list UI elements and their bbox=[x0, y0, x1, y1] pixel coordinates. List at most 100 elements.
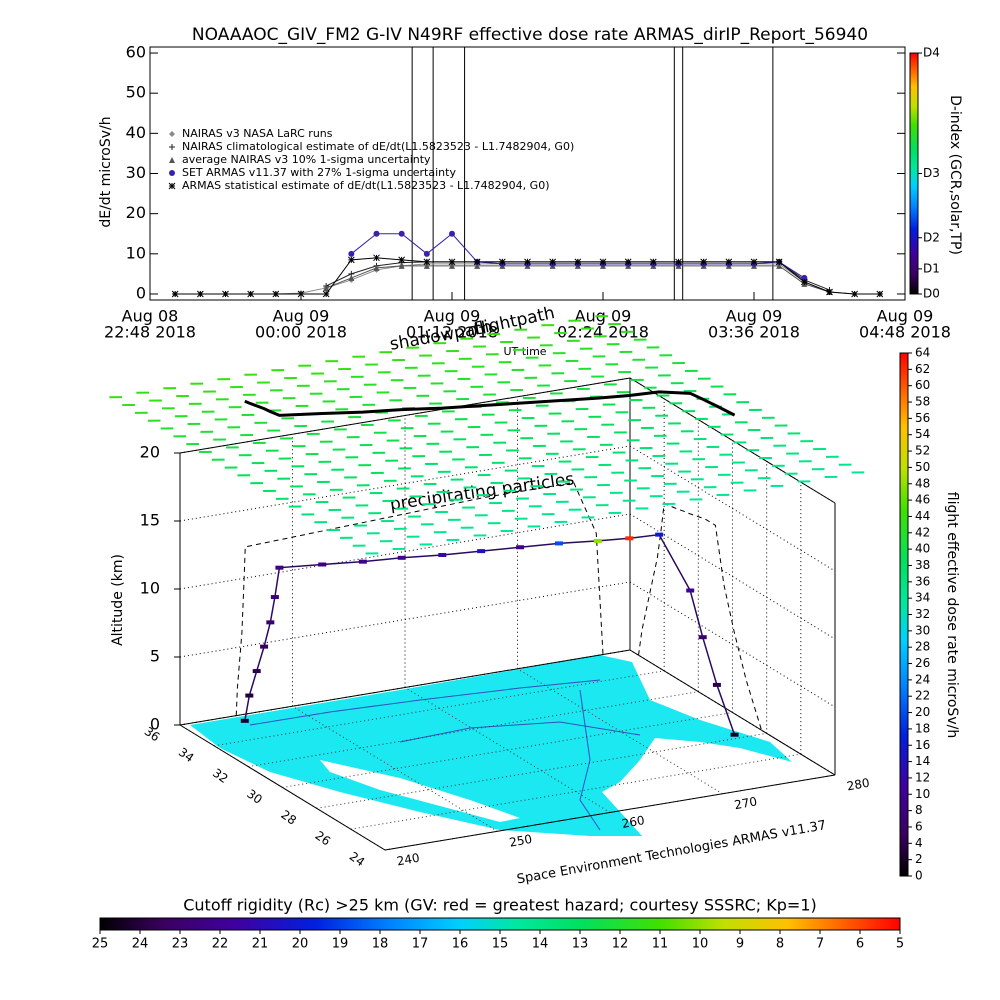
colorbar-tick-label: 4 bbox=[915, 836, 923, 850]
wall-projection bbox=[235, 482, 604, 716]
colorbar-tick-label: 50 bbox=[915, 460, 930, 474]
axis-line bbox=[384, 774, 836, 851]
marker bbox=[449, 262, 455, 269]
x-tick-label: 03:36 2018 bbox=[708, 323, 800, 342]
colorbar-tick-label: 19 bbox=[332, 937, 349, 952]
border bbox=[579, 689, 601, 831]
colorbar-tick-label: 60 bbox=[915, 378, 930, 392]
colorbar-tick-label: 21 bbox=[252, 937, 269, 952]
z-tick-label: 0 bbox=[150, 715, 160, 734]
colorbar-tick-label: 9 bbox=[736, 937, 744, 952]
z-tick-label: 20 bbox=[140, 443, 160, 462]
marker bbox=[549, 258, 557, 266]
axis-line bbox=[179, 649, 631, 726]
grid-line bbox=[214, 670, 665, 747]
marker bbox=[574, 258, 582, 266]
colorbar-tick-label: 14 bbox=[532, 937, 549, 952]
marker bbox=[222, 290, 229, 298]
marker bbox=[473, 258, 481, 266]
marker bbox=[700, 258, 708, 266]
marker bbox=[448, 258, 456, 266]
colorbar bbox=[909, 52, 919, 295]
lon-tick-label: 260 bbox=[621, 813, 646, 831]
colorbar-tick-label: D4 bbox=[923, 46, 940, 60]
border bbox=[399, 721, 641, 743]
colorbar-tick-label: 11 bbox=[652, 937, 669, 952]
x-tick-label: Aug 09 bbox=[424, 307, 481, 326]
chart-title: NOAAAOC_GIV_FM2 G-IV N49RF effective dos… bbox=[192, 25, 868, 45]
colorbar-tick-label: 6 bbox=[915, 819, 923, 833]
colorbar-tick-label: 6 bbox=[856, 937, 864, 952]
marker bbox=[423, 262, 430, 269]
colorbar-tick-label: 18 bbox=[372, 937, 389, 952]
marker bbox=[624, 258, 632, 266]
colorbar-tick-label: 25 bbox=[92, 937, 109, 952]
colorbar-tick-label: 28 bbox=[915, 640, 930, 654]
marker bbox=[373, 254, 380, 262]
colorbar-tick-label: 18 bbox=[915, 721, 930, 735]
grid-line bbox=[248, 691, 699, 768]
colorbar-label: D-index (GCR,solar,TP) bbox=[947, 95, 963, 255]
marker bbox=[398, 262, 405, 269]
x-tick-label: Aug 09 bbox=[273, 307, 330, 326]
y-tick-label: 10 bbox=[126, 243, 146, 262]
marker bbox=[272, 290, 280, 298]
marker bbox=[826, 288, 833, 296]
legend-label: NAIRAS v3 NASA LaRC runs bbox=[182, 127, 333, 140]
marker bbox=[776, 262, 783, 269]
axis-line bbox=[179, 724, 386, 851]
colorbar-tick-label: 36 bbox=[915, 574, 930, 588]
lon-tick-label: 280 bbox=[846, 776, 871, 794]
z-tick-label: 10 bbox=[140, 579, 160, 598]
colorbar-tick-label: 24 bbox=[915, 672, 930, 686]
marker bbox=[775, 258, 783, 266]
y-tick-label: 60 bbox=[126, 43, 146, 62]
marker bbox=[423, 258, 431, 266]
marker bbox=[196, 290, 204, 298]
axis-line bbox=[629, 649, 836, 776]
x-tick-label: 02:24 2018 bbox=[557, 323, 649, 342]
colorbar-tick-label: 8 bbox=[776, 937, 784, 952]
x-tick-label: 04:48 2018 bbox=[859, 323, 951, 342]
marker bbox=[474, 262, 481, 269]
marker bbox=[599, 258, 607, 266]
colorbar-tick-label: 23 bbox=[172, 937, 189, 952]
marker bbox=[524, 258, 531, 266]
legend-label: ARMAS statistical estimate of dE/dt(L1.5… bbox=[182, 179, 549, 192]
marker bbox=[323, 284, 330, 291]
colorbar-tick-label: 15 bbox=[492, 937, 509, 952]
x-tick-label: Aug 08 bbox=[122, 307, 179, 326]
marker bbox=[801, 274, 808, 281]
marker bbox=[347, 256, 355, 264]
legend-label: NAIRAS climatological estimate of dE/dt(… bbox=[182, 140, 574, 153]
axis-line bbox=[179, 377, 631, 454]
marker bbox=[373, 264, 380, 271]
colorbar-tick-label: 16 bbox=[915, 738, 930, 752]
grid-line bbox=[282, 712, 733, 788]
marker bbox=[423, 250, 430, 257]
colorbar-tick-label: 48 bbox=[915, 476, 930, 490]
y-tick-label: 50 bbox=[126, 83, 146, 102]
shadowpath bbox=[244, 390, 736, 417]
legend-label: average NAIRAS v3 10% 1-sigma uncertaint… bbox=[182, 153, 431, 166]
colorbar-label: flight effective dose rate microSv/h bbox=[944, 492, 960, 738]
colorbar-tick-label: 10 bbox=[915, 787, 930, 801]
colorbar-tick-label: 0 bbox=[915, 869, 923, 883]
marker bbox=[851, 290, 859, 298]
colorbar-tick-label: 13 bbox=[572, 937, 589, 952]
legend-symbol bbox=[169, 131, 175, 137]
colorbar-tick-label: 54 bbox=[915, 427, 930, 441]
marker bbox=[398, 230, 405, 237]
colorbar-tick-label: D0 bbox=[923, 286, 940, 300]
marker bbox=[675, 258, 682, 266]
marker bbox=[322, 290, 330, 298]
y-tick-label: 0 bbox=[136, 283, 146, 302]
marker bbox=[297, 290, 305, 298]
colorbar-tick-label: 26 bbox=[915, 656, 930, 670]
grid-line bbox=[517, 668, 723, 795]
grid-line bbox=[292, 705, 498, 832]
x-tick-label: 01:12 2018 bbox=[406, 323, 498, 342]
colorbar-tick-label: 30 bbox=[915, 623, 930, 637]
colorbar-tick-label: 62 bbox=[915, 362, 930, 376]
